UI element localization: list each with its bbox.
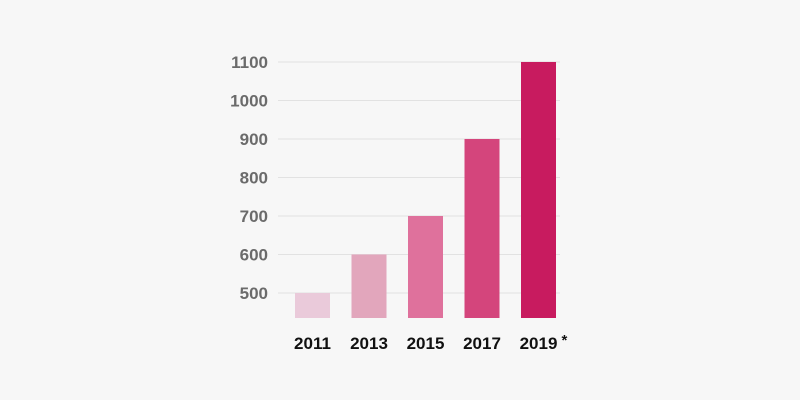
y-tick-label: 800 xyxy=(240,168,268,187)
y-tick-label: 1100 xyxy=(231,53,268,72)
bar-2011 xyxy=(295,292,330,318)
y-tick-label: 1000 xyxy=(230,91,268,110)
bar-2017 xyxy=(464,138,500,318)
bar-2015 xyxy=(408,215,443,318)
y-tick-label: 500 xyxy=(240,284,268,303)
x-tick-label: 2017 xyxy=(463,334,501,353)
y-axis-ticks: 500 600 700 800 900 1000 1100 xyxy=(230,53,268,303)
y-tick-label: 900 xyxy=(240,130,268,149)
x-tick-label: 2011 xyxy=(294,334,331,353)
y-tick-label: 600 xyxy=(240,245,268,264)
y-tick-label: 700 xyxy=(240,207,268,226)
x-tick-label: 2019 xyxy=(520,334,558,353)
x-tick-label: 2015 xyxy=(407,334,445,353)
x-axis-labels: 2011 2013 2015 2017 2019 * xyxy=(294,332,567,353)
bars xyxy=(295,61,556,318)
bar-2013 xyxy=(351,254,387,318)
footnote-marker: * xyxy=(562,332,568,349)
x-tick-label: 2013 xyxy=(350,334,388,353)
bar-2019 xyxy=(521,61,556,318)
